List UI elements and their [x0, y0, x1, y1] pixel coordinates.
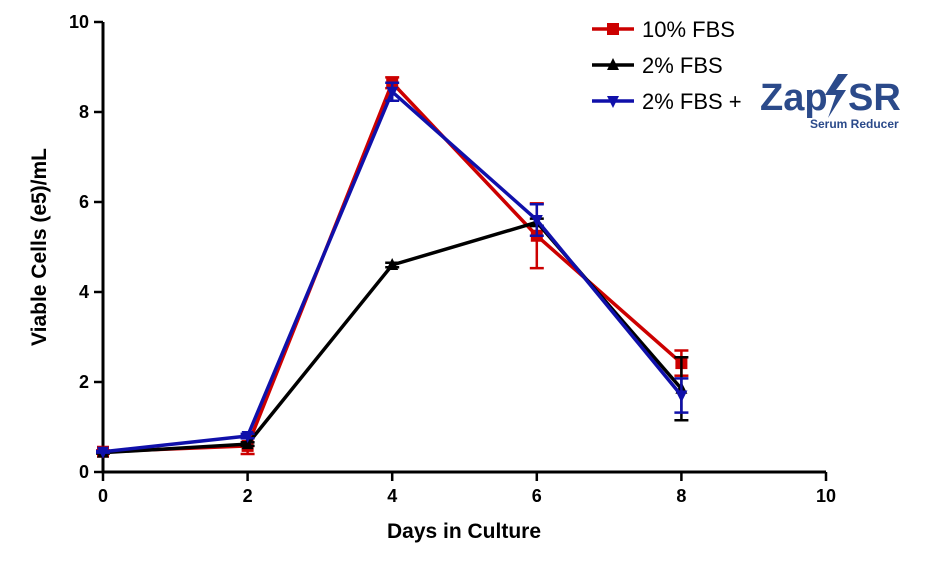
legend-label-0: 10% FBS	[642, 17, 735, 42]
legend-label-1: 2% FBS	[642, 53, 723, 78]
series-2-point-3	[530, 215, 543, 227]
series-2-point-2	[386, 86, 399, 99]
zap-sr-logo: Zap SR Serum Reducer	[760, 74, 901, 131]
logo-subtitle: Serum Reducer	[810, 117, 899, 131]
x-tick-label-1: 2	[243, 486, 253, 506]
x-axis-title: Days in Culture	[387, 520, 541, 543]
legend-marker-1	[607, 58, 619, 70]
x-tick-label-5: 10	[816, 486, 836, 506]
series-2-point-4	[675, 390, 688, 403]
y-tick-label-2: 4	[79, 282, 89, 302]
series-1	[96, 215, 689, 458]
y-tick-label-3: 6	[79, 192, 89, 212]
x-tick-label-2: 4	[387, 486, 397, 506]
legend-label-2: 2% FBS +	[642, 89, 742, 114]
series-2	[96, 81, 689, 459]
y-tick-label-1: 2	[79, 372, 89, 392]
axes: 0 2 4 6 8 10 0 2 4 6 8 10	[69, 12, 836, 506]
logo-text-right: SR	[848, 77, 901, 119]
y-axis-title: Viable Cells (e5)/mL	[28, 148, 51, 346]
series-1-point-1	[241, 437, 254, 450]
legend: 10% FBS 2% FBS 2% FBS +	[592, 17, 742, 114]
x-tick-label-4: 8	[676, 486, 686, 506]
x-tick-label-3: 6	[532, 486, 542, 506]
x-tick-label-0: 0	[98, 486, 108, 506]
series-1-line	[102, 220, 683, 455]
y-tick-label-4: 8	[79, 102, 89, 122]
series-2-point-1	[241, 431, 254, 443]
legend-marker-0	[607, 23, 619, 35]
y-tick-label-5: 10	[69, 12, 89, 32]
series-1-point-2	[386, 258, 399, 270]
legend-marker-2	[607, 96, 619, 108]
series-layer	[96, 76, 689, 459]
y-tick-label-0: 0	[79, 462, 89, 482]
logo-text-left: Zap	[760, 77, 828, 119]
lightning-bolt-icon	[825, 74, 848, 118]
series-2-point-0	[97, 446, 109, 459]
series-2-line	[102, 88, 683, 454]
